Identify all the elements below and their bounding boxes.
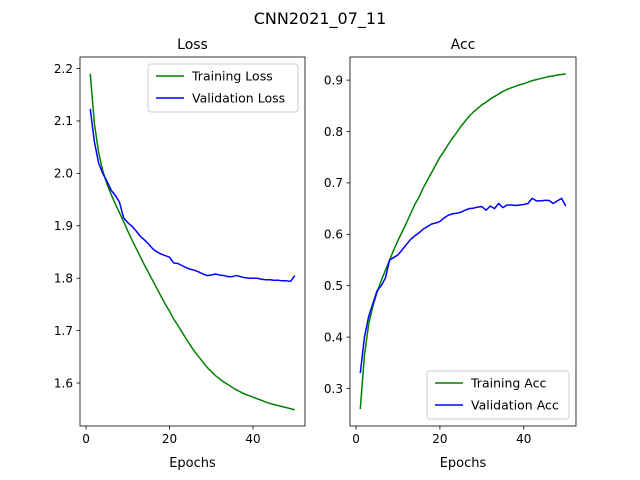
- legend: Training Loss Validation Loss: [147, 63, 299, 113]
- axes-frame: [349, 56, 577, 427]
- x-tick-label: 0: [82, 432, 90, 446]
- y-tick-label: 1.6: [54, 376, 73, 390]
- legend: Training Acc Validation Acc: [426, 370, 570, 420]
- legend-label: Training Loss: [191, 69, 273, 84]
- y-tick-label: 0.5: [324, 279, 343, 293]
- y-tick-label: 0.9: [324, 73, 343, 87]
- chart-title: Loss: [177, 37, 208, 53]
- x-tick-label: 40: [245, 432, 260, 446]
- y-tick-label: 2.2: [54, 62, 73, 76]
- x-tick-label: 20: [162, 432, 177, 446]
- x-tick-label: 0: [352, 432, 360, 446]
- x-tick-label: 40: [516, 432, 531, 446]
- x-axis-label: Epochs: [440, 456, 487, 471]
- x-axis-label: Epochs: [169, 456, 216, 471]
- y-tick-label: 2.1: [54, 114, 73, 128]
- figure-title: CNN2021_07_11: [254, 9, 387, 29]
- loss-chart: Loss 0 20 40 1.6 1.7 1.8 1.9 2.0 2.1 2.2 Epochs Trai…: [54, 37, 306, 471]
- y-tick-label: 1.9: [54, 219, 73, 233]
- y-tick-label: 2.0: [54, 167, 73, 181]
- legend-label: Training Acc: [470, 376, 546, 391]
- legend-box: [147, 63, 299, 113]
- series-line-validation-acc: [359, 197, 567, 374]
- x-tick-label: 20: [432, 432, 447, 446]
- axes-frame: [79, 56, 306, 427]
- y-tick-label: 0.7: [324, 176, 343, 190]
- series-line-training-acc: [359, 73, 566, 410]
- y-tick-label: 0.3: [324, 382, 343, 396]
- y-tick-label: 1.7: [54, 324, 73, 338]
- y-tick-label: 1.8: [54, 271, 73, 285]
- legend-label: Validation Acc: [471, 398, 559, 413]
- chart-title: Acc: [451, 37, 476, 53]
- y-tick-label: 0.4: [324, 330, 343, 344]
- legend-label: Validation Loss: [192, 91, 285, 106]
- series-line-training-loss: [89, 73, 295, 411]
- acc-chart: Acc 0 20 40 0.3 0.4 0.5 0.6 0.7 0.8 0.9 Epochs Train…: [324, 37, 577, 471]
- y-tick-label: 0.6: [324, 228, 343, 242]
- series-line-validation-loss: [89, 108, 296, 283]
- y-tick-label: 0.8: [324, 125, 343, 139]
